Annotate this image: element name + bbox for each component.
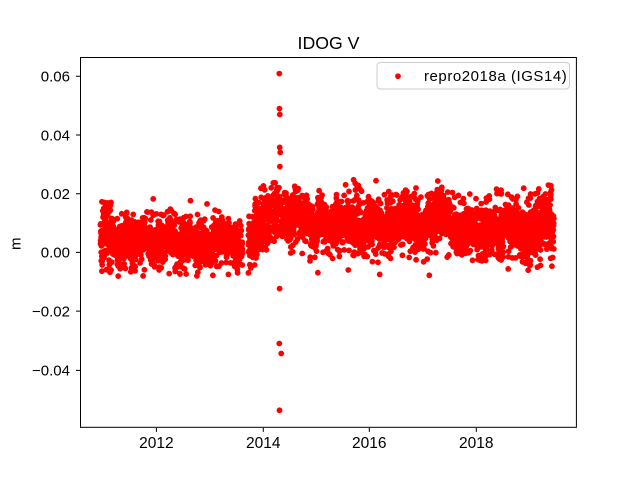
svg-text:2016: 2016 [352,435,386,452]
svg-text:−0.04: −0.04 [32,363,70,380]
svg-text:0.06: 0.06 [41,69,70,86]
svg-text:repro2018a (IGS14): repro2018a (IGS14) [424,68,567,85]
svg-text:2014: 2014 [246,435,281,452]
svg-text:0.00: 0.00 [41,245,70,262]
svg-text:m: m [7,237,24,250]
svg-text:2018: 2018 [459,435,493,452]
svg-text:IDOG V: IDOG V [298,33,360,53]
svg-text:−0.02: −0.02 [32,303,70,320]
svg-text:2012: 2012 [139,435,173,452]
svg-text:0.04: 0.04 [41,127,70,144]
svg-text:0.02: 0.02 [41,186,70,203]
